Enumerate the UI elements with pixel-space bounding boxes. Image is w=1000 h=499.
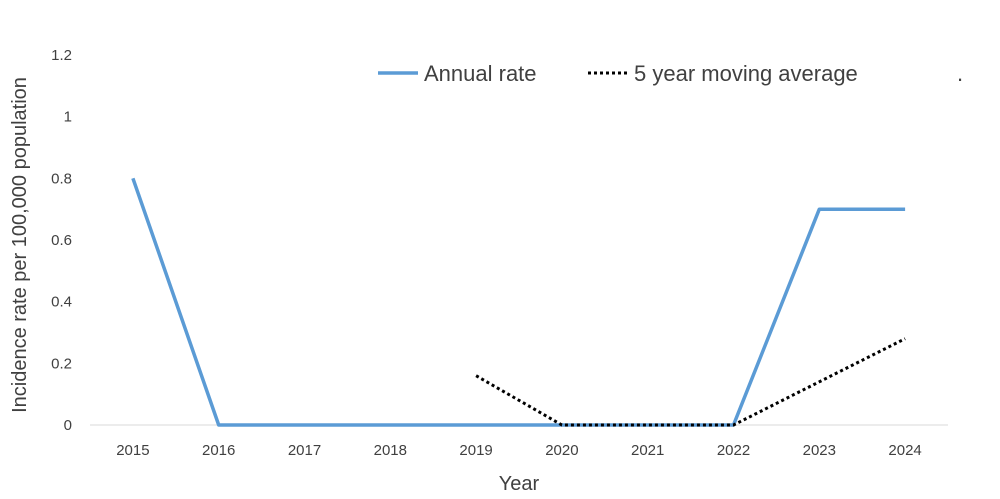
y-tick-label: 0.6 (51, 232, 72, 249)
legend-trailing-mark: . (957, 61, 963, 86)
series-line-annual-rate (131, 177, 906, 427)
x-tick-label: 2019 (459, 442, 492, 459)
y-tick-label: 0.2 (51, 355, 72, 372)
x-tick-label: 2022 (717, 442, 750, 459)
series-layer (131, 177, 906, 427)
x-tick-label: 2016 (202, 442, 235, 459)
y-axis-title: Incidence rate per 100,000 population (9, 77, 31, 413)
x-axis-title: Year (499, 473, 540, 495)
y-axis-ticks: 0 0.2 0.4 0.6 0.8 1 1.2 (51, 47, 72, 434)
y-tick-label: 0 (64, 417, 72, 434)
y-tick-label: 0.4 (51, 294, 72, 311)
x-tick-label: 2017 (288, 442, 321, 459)
legend-label-annual-rate: Annual rate (424, 61, 537, 86)
x-axis-ticks: 2015 2016 2017 2018 2019 2020 2021 2022 2023 2024 (116, 442, 922, 459)
x-tick-label: 2015 (116, 442, 149, 459)
x-tick-label: 2020 (545, 442, 578, 459)
y-tick-label: 0.8 (51, 170, 72, 187)
legend: Annual rate 5 year moving average . (378, 61, 963, 86)
series-line-moving-average (475, 337, 906, 427)
legend-label-moving-average: 5 year moving average (634, 61, 858, 86)
y-tick-label: 1.2 (51, 47, 72, 64)
x-tick-label: 2024 (888, 442, 921, 459)
x-tick-label: 2018 (374, 442, 407, 459)
x-tick-label: 2023 (803, 442, 836, 459)
y-tick-label: 1 (64, 109, 72, 126)
x-tick-label: 2021 (631, 442, 664, 459)
